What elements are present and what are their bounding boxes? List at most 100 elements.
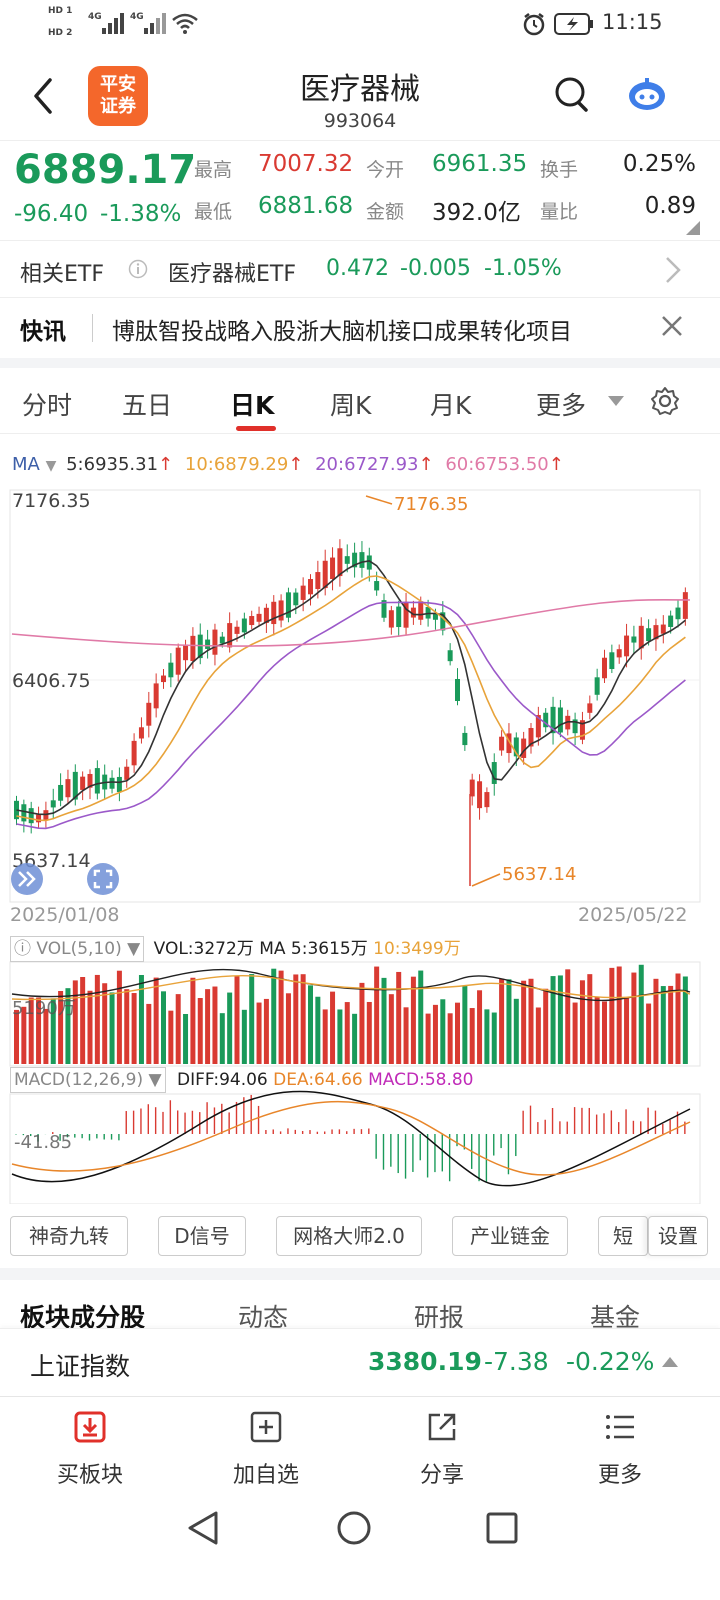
volume-bar xyxy=(102,983,108,1064)
expand-corner-icon[interactable] xyxy=(686,221,700,235)
volume-bar xyxy=(131,993,137,1064)
volume-bar xyxy=(271,968,277,1064)
tab-daily-k[interactable]: 日K xyxy=(230,391,275,420)
candles-group xyxy=(14,539,688,886)
candle-body xyxy=(278,600,284,621)
volume-bar xyxy=(161,991,166,1064)
chevron-right-icon[interactable] xyxy=(664,256,682,284)
vol-axis-label: 5190万 xyxy=(12,998,76,1019)
market-index-bar[interactable]: 上证指数 3380.19 -7.38 -0.22% xyxy=(0,1328,720,1396)
candle-body xyxy=(293,592,299,606)
kline-chart-area[interactable]: MA ▼ 5:6935.31↑ 10:6879.29↑ 20:6727.93↑ … xyxy=(0,434,720,1204)
status-bar: HD 1 HD 2 4G 4G 11:15 xyxy=(0,0,720,48)
volume-bar xyxy=(602,1001,607,1064)
settings-gear-icon[interactable] xyxy=(650,386,680,416)
tool-grid-master[interactable]: 网格大师2.0 xyxy=(276,1216,422,1256)
dropdown-triangle-icon[interactable] xyxy=(608,396,624,406)
signal-icon xyxy=(102,13,124,34)
news-headline[interactable]: 博肽智投战略入股浙大脑机接口成果转化项目 xyxy=(112,319,572,345)
volume-bar xyxy=(234,975,240,1064)
etf-price: 0.472 xyxy=(326,256,389,281)
tab-reports[interactable]: 研报 xyxy=(414,1303,465,1328)
macd-indicator-selector[interactable]: MACD(12,26,9) ▼ xyxy=(10,1067,166,1093)
candle-body xyxy=(366,555,372,570)
vol-ma5: MA 5:3615万 xyxy=(259,939,368,959)
tab-more[interactable]: 更多 xyxy=(536,391,587,420)
ma-dropdown-icon[interactable]: ▼ xyxy=(45,458,57,474)
more-button[interactable]: 更多 xyxy=(530,1397,710,1497)
volume-bar xyxy=(205,989,211,1064)
tab-weekly-k[interactable]: 周K xyxy=(330,391,372,420)
candle-body xyxy=(550,706,556,734)
volume-bar xyxy=(359,982,365,1064)
tab-news[interactable]: 动态 xyxy=(238,1303,289,1328)
candle-body xyxy=(506,733,512,754)
ma20-value: 20:6727.93 xyxy=(315,454,419,475)
high-annotation: 7176.35 xyxy=(394,494,468,515)
collapse-up-icon[interactable] xyxy=(662,1357,678,1367)
share-button[interactable]: 分享 xyxy=(352,1397,532,1497)
tab-funds[interactable]: 基金 xyxy=(590,1303,641,1328)
high-value: 7007.32 xyxy=(258,151,354,177)
index-name: 上证指数 xyxy=(30,1352,131,1381)
signal-icon-2 xyxy=(144,13,166,34)
quote-panel: 6889.17 -96.40 -1.38% 最高 7007.32 最低 6881… xyxy=(0,140,720,240)
tool-short-term[interactable]: 短线 xyxy=(598,1216,648,1256)
buy-sector-button[interactable]: 买板块 xyxy=(0,1397,180,1497)
tool-industry-chain[interactable]: 产业链金 xyxy=(452,1216,568,1256)
ai-assistant-icon[interactable] xyxy=(626,76,668,112)
back-icon[interactable] xyxy=(30,76,56,116)
volume-bar xyxy=(300,974,306,1064)
volume-bar xyxy=(491,1012,497,1064)
volume-bar xyxy=(469,1008,475,1064)
candle-body xyxy=(50,800,56,808)
network-type-1: 4G xyxy=(88,12,102,22)
more-label: 更多 xyxy=(597,1463,642,1488)
fast-forward-icon[interactable] xyxy=(10,862,44,896)
tool-settings[interactable]: 设置 xyxy=(648,1216,708,1256)
tab-monthly-k[interactable]: 月K xyxy=(430,391,472,420)
related-etf-row[interactable]: 相关ETF 医疗器械ETF 0.472 -0.005 -1.05% xyxy=(0,240,720,298)
candle-body xyxy=(624,635,630,657)
header: 平安 证券 医疗器械 993064 xyxy=(0,48,720,140)
news-flash-row[interactable]: 快讯 博肽智投战略入股浙大脑机接口成果转化项目 xyxy=(0,298,720,358)
candle-body xyxy=(322,560,328,589)
tab-intraday[interactable]: 分时 xyxy=(22,391,73,420)
ma-legend: MA ▼ 5:6935.31↑ 10:6879.29↑ 20:6727.93↑ … xyxy=(12,454,564,475)
volume-bar xyxy=(285,993,291,1064)
tool-magic-nine[interactable]: 神奇九转 xyxy=(10,1216,128,1256)
info-icon[interactable] xyxy=(128,259,148,279)
vol-info-glyph: ⓘ xyxy=(14,939,31,959)
add-watchlist-button[interactable]: 加自选 xyxy=(176,1397,356,1497)
volume-bar xyxy=(388,994,394,1064)
y-axis-high: 7176.35 xyxy=(12,490,91,512)
candle-body xyxy=(609,652,615,670)
volume-indicator-selector[interactable]: ⓘ VOL(5,10) ▼ xyxy=(10,936,145,962)
search-icon[interactable] xyxy=(554,76,590,114)
ma-label[interactable]: MA xyxy=(12,454,40,475)
volume-bar xyxy=(87,990,93,1064)
buy-icon xyxy=(74,1411,106,1443)
tool-d-signal[interactable]: D信号 xyxy=(158,1216,246,1256)
candle-body xyxy=(138,727,144,739)
ma60-line xyxy=(11,598,691,647)
volume-bar xyxy=(256,1002,262,1064)
volume-bar xyxy=(381,977,387,1064)
nav-recents-icon[interactable] xyxy=(486,1512,518,1544)
date-end: 2025/05/22 xyxy=(578,904,688,926)
volume-bar xyxy=(653,978,659,1064)
volume-bar xyxy=(14,1009,19,1064)
nav-back-icon[interactable] xyxy=(186,1510,220,1546)
tab-constituents[interactable]: 板块成分股 xyxy=(20,1303,146,1328)
index-change-pct: -0.22% xyxy=(566,1347,655,1376)
index-change: -7.38 xyxy=(484,1347,549,1376)
close-icon[interactable] xyxy=(660,314,684,338)
volume-bar xyxy=(315,996,321,1064)
volume-bar xyxy=(197,998,203,1064)
fullscreen-icon[interactable] xyxy=(86,862,120,896)
nav-home-icon[interactable] xyxy=(336,1510,372,1546)
tab-five-day[interactable]: 五日 xyxy=(122,391,173,420)
candle-body xyxy=(256,613,262,622)
volume-bar xyxy=(616,966,622,1064)
candle-body xyxy=(87,773,93,788)
